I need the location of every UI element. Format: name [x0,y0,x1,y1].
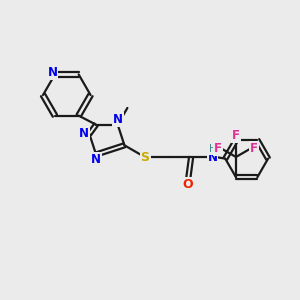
Text: O: O [183,178,194,191]
Text: N: N [91,153,101,166]
Text: F: F [250,142,258,155]
Text: H: H [208,144,216,154]
Text: S: S [140,151,149,164]
Text: N: N [47,66,58,80]
Text: N: N [113,113,123,126]
Text: F: F [232,129,240,142]
Text: F: F [214,142,222,155]
Text: N: N [208,151,218,164]
Text: N: N [79,128,89,140]
